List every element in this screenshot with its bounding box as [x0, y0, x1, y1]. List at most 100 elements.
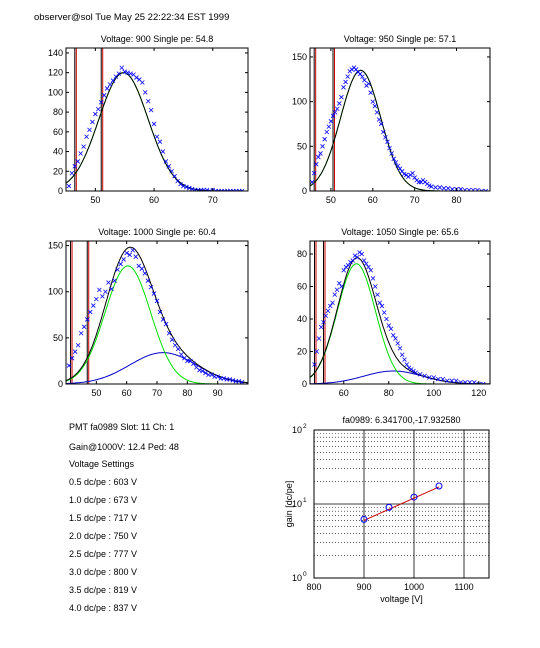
data-point [121, 257, 126, 262]
data-point [139, 266, 145, 271]
data-point [387, 145, 392, 151]
y-tick-label: 10 [292, 425, 302, 435]
data-point [386, 323, 392, 328]
data-point [483, 188, 489, 191]
data-point [175, 346, 181, 352]
data-point [181, 183, 186, 189]
data-point [441, 186, 447, 191]
y-tick-label: 120 [48, 68, 63, 78]
info-line: PMT fa0989 Slot: 11 Ch: 1 [69, 422, 174, 432]
y-tick-label: 150 [292, 52, 307, 62]
plot-title: Voltage: 900 Single pe: 54.8 [101, 34, 214, 44]
data-point [321, 319, 326, 325]
info-line: 2.0 dc/pe : 750 V [69, 531, 137, 541]
data-point [381, 310, 387, 315]
total-fit-curve [66, 72, 248, 191]
data-point [94, 296, 99, 302]
data-point [359, 251, 365, 257]
y-tick-label: 40 [53, 147, 63, 157]
data-point [375, 292, 380, 297]
data-point [361, 258, 367, 263]
y-tick-exponent: 1 [303, 497, 307, 504]
data-point [417, 371, 423, 377]
x-tick-label: 50 [91, 388, 101, 398]
x-tick-label: 120 [471, 388, 486, 398]
x-tick-label: 100 [426, 388, 441, 398]
data-point [323, 313, 329, 319]
single-pe-curve [66, 72, 248, 191]
data-point [318, 324, 324, 330]
data-point [325, 308, 331, 314]
info-line: Voltage Settings [69, 459, 135, 469]
data-point [112, 278, 117, 283]
gain-plot-frame [313, 429, 490, 579]
y-tick-exponent: 2 [303, 423, 307, 430]
info-line: 0.5 dc/pe : 603 V [69, 477, 137, 487]
data-point [72, 349, 78, 354]
y-tick-label: 100 [292, 97, 307, 107]
data-point [151, 121, 157, 127]
info-line: 3.0 dc/pe : 800 V [69, 567, 137, 577]
data-point [157, 139, 163, 144]
plot-frame [309, 240, 491, 385]
data-point [97, 287, 102, 293]
info-line: 1.0 dc/pe : 673 V [69, 495, 137, 505]
plot-area [66, 241, 248, 384]
data-point [154, 134, 160, 140]
data-point [124, 250, 129, 256]
data-point [339, 284, 344, 289]
data-point [142, 271, 148, 276]
gain-point [410, 493, 418, 501]
data-point [380, 129, 386, 135]
data-point [107, 82, 113, 87]
data-point [411, 368, 416, 374]
y-tick-label: 140 [48, 48, 63, 58]
data-point [480, 381, 486, 384]
plot-900: Voltage: 900 Single pe: 54.8 50 60 70 0 20 40 6… [48, 34, 249, 205]
data-point [353, 67, 359, 72]
gain-point [385, 503, 393, 511]
data-point [385, 139, 390, 145]
y-tick-label: 150 [48, 241, 63, 251]
data-point [145, 98, 151, 104]
data-point [318, 151, 323, 156]
data-point [393, 336, 398, 341]
x-tick-label: 50 [90, 195, 100, 205]
data-point [449, 378, 455, 384]
data-point [384, 316, 389, 322]
plot-title: Voltage: 1050 Single pe: 65.6 [341, 227, 459, 237]
data-point [368, 267, 374, 273]
data-point [130, 247, 136, 253]
data-point [128, 71, 133, 76]
data-point [209, 372, 214, 378]
data-point [330, 300, 335, 306]
data-point [118, 261, 123, 267]
data-point [145, 278, 151, 283]
data-point [357, 71, 363, 77]
data-point [324, 129, 330, 135]
data-point [87, 127, 92, 133]
data-point [166, 330, 172, 336]
plot-area [66, 48, 248, 191]
data-point [316, 154, 321, 160]
data-point [172, 173, 177, 179]
data-point [166, 164, 172, 169]
y-tick-label: 60 [297, 282, 307, 292]
data-point [207, 188, 213, 191]
data-point [93, 111, 98, 117]
y-tick-label: 40 [297, 314, 307, 324]
data-point [395, 163, 401, 169]
data-point [479, 188, 484, 191]
info-line: 4.0 dc/pe : 837 V [69, 603, 137, 613]
data-point [345, 74, 350, 79]
data-point [357, 250, 362, 255]
x-tick-label: 80 [182, 388, 192, 398]
data-point [316, 336, 322, 341]
total-fit-curve [310, 69, 490, 191]
data-point [410, 170, 415, 176]
data-point [343, 264, 349, 270]
x-tick-label: 1000 [404, 582, 424, 592]
data-point [399, 352, 405, 358]
info-line: 1.5 dc/pe : 717 V [69, 513, 137, 523]
